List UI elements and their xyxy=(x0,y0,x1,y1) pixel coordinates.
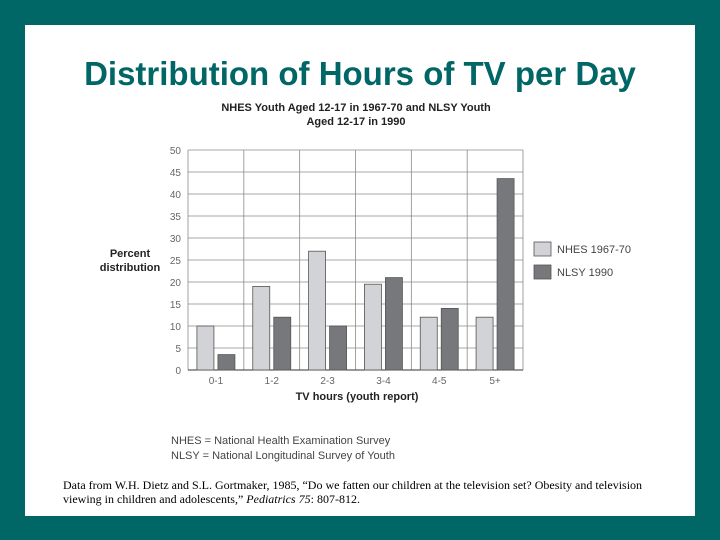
slide-title: Distribution of Hours of TV per Day xyxy=(84,55,636,92)
bar-nlsy-3-4 xyxy=(385,277,403,371)
bar-nhes-5+ xyxy=(475,316,494,371)
bar-nlsy-5+ xyxy=(496,178,515,371)
chart-title-line-2: Aged 12-17 in 1990 xyxy=(306,116,405,128)
abbreviation-nhes: NHES = National Health Examination Surve… xyxy=(171,435,391,447)
y-tick-label: 35 xyxy=(170,212,182,223)
x-tick-label: 5+ xyxy=(489,376,501,387)
legend-label-nhes: NHES 1967-70 xyxy=(557,244,631,256)
chart-grid xyxy=(187,149,524,371)
y-tick-label: 45 xyxy=(170,168,182,179)
y-tick-label: 30 xyxy=(170,234,182,245)
bar-nhes-3-4 xyxy=(364,283,382,371)
y-tick-label: 10 xyxy=(170,322,182,333)
bar-nhes-2-3 xyxy=(308,250,326,371)
chart-title-line-1: NHES Youth Aged 12-17 in 1967-70 and NLS… xyxy=(221,102,491,114)
chart-x-ticks: 0-1 1-2 2-3 3-4 4-5 5+ xyxy=(209,376,501,387)
citation-journal: Pediatrics 75 xyxy=(246,492,311,506)
bar-nlsy-1-2 xyxy=(273,316,292,371)
bar-nlsy-2-3 xyxy=(329,325,347,371)
y-axis-label-line-1: Percent xyxy=(110,248,151,260)
abbreviation-nlsy: NLSY = National Longitudinal Survey of Y… xyxy=(171,450,395,462)
x-tick-label: 0-1 xyxy=(209,376,224,387)
bar-nlsy-4-5 xyxy=(440,307,459,371)
x-tick-label: 4-5 xyxy=(432,376,447,387)
y-tick-label: 15 xyxy=(170,300,182,311)
y-tick-label: 5 xyxy=(175,344,181,355)
chart-y-ticks: 0 5 10 15 20 25 30 35 40 45 50 xyxy=(170,146,182,377)
bar-nhes-1-2 xyxy=(252,285,271,371)
x-tick-label: 3-4 xyxy=(376,376,391,387)
x-axis-label: TV hours (youth report) xyxy=(296,391,419,403)
x-tick-label: 2-3 xyxy=(320,376,335,387)
legend-swatch-nhes xyxy=(533,241,552,257)
legend-swatch-nlsy xyxy=(533,264,552,280)
y-tick-label: 0 xyxy=(175,366,181,377)
citation-pages: : 807-812. xyxy=(310,492,360,506)
bar-chart: 0 5 10 15 20 25 30 35 40 45 50 0-1 1-2 2-3 3-4 4-5 5+ N… xyxy=(100,102,631,462)
y-tick-label: 40 xyxy=(170,190,182,201)
y-tick-label: 50 xyxy=(170,146,182,157)
chart-bars xyxy=(196,178,515,371)
chart-legend: NHES 1967-70 NLSY 1990 xyxy=(533,241,631,280)
y-tick-label: 25 xyxy=(170,256,182,267)
citation-text: Data from W.H. Dietz and S.L. Gortmaker,… xyxy=(63,478,643,506)
y-tick-label: 20 xyxy=(170,278,182,289)
source-citation: Data from W.H. Dietz and S.L. Gortmaker,… xyxy=(63,478,663,506)
slide: Distribution of Hours of TV per Day 0 5 10… xyxy=(25,25,695,516)
y-axis-label-line-2: distribution xyxy=(100,262,161,274)
bar-nhes-4-5 xyxy=(419,316,438,371)
x-tick-label: 1-2 xyxy=(265,376,280,387)
bar-nlsy-0-1 xyxy=(217,354,236,371)
bar-nhes-0-1 xyxy=(196,325,215,371)
legend-label-nlsy: NLSY 1990 xyxy=(557,267,613,279)
